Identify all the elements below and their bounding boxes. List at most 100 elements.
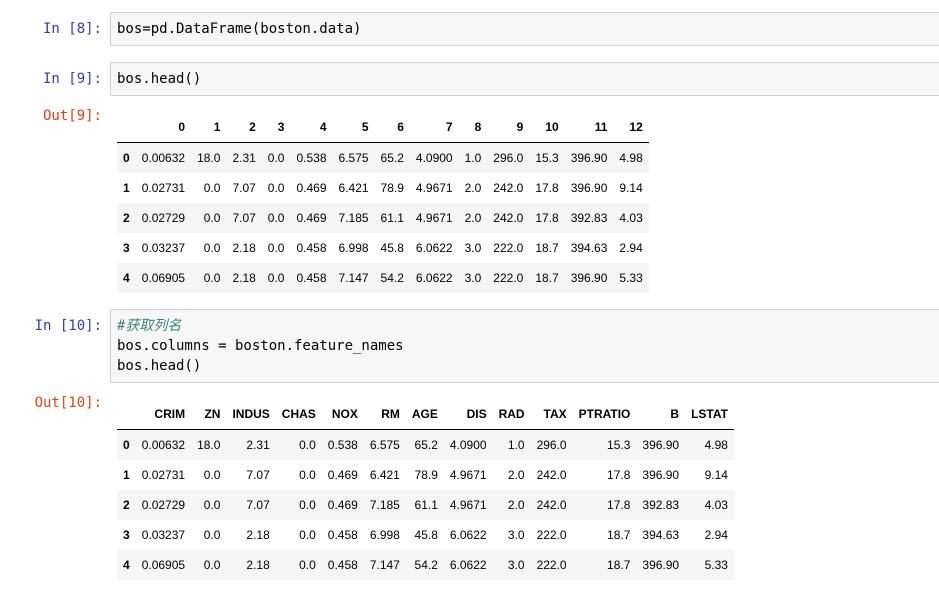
column-header: 4	[290, 112, 333, 143]
table-cell: 1.0	[464, 151, 482, 165]
column-header: 3	[261, 112, 291, 143]
table-row: 2 0.02729 0.0 7.07 0.0 0.469 7.185 61.1 4.9671 2.…	[117, 490, 734, 520]
table-cell: 242.0	[536, 498, 567, 512]
table-cell: 0.02729	[141, 211, 186, 225]
output-row: Out[9]: 0 1 2 3 4 5 6 7 8 9 10 11 12 0 0.00632 18.0 2.31 0…	[0, 102, 939, 293]
table-cell: 0.458	[327, 558, 358, 572]
table-cell: 394.63	[570, 241, 608, 255]
table-cell: 18.0	[197, 151, 221, 165]
table-cell: 222.0	[536, 528, 567, 542]
table-cell: 6.998	[338, 241, 369, 255]
table-cell: 2.18	[246, 558, 270, 572]
table-cell: 0.0	[299, 558, 316, 572]
table-cell: 0.0	[299, 468, 316, 482]
out-prompt: Out[9]:	[42, 108, 102, 124]
table-cell: 2.31	[232, 151, 256, 165]
table-cell: 2.0	[507, 498, 525, 512]
table-cell: 0.469	[296, 211, 327, 225]
column-header: RM	[363, 399, 406, 430]
table-cell: 2.0	[464, 181, 482, 195]
table-cell: 0.458	[327, 528, 358, 542]
code-input[interactable]: #获取列名 bos.columns = boston.feature_names b…	[110, 309, 939, 383]
table-cell: 0.0	[299, 498, 316, 512]
table-cell: 7.185	[369, 498, 400, 512]
table-row: 4 0.06905 0.0 2.18 0.0 0.458 7.147 54.2 6.0622 3.…	[117, 263, 649, 293]
table-cell: 296.0	[536, 438, 567, 452]
table-cell: 0.0	[267, 151, 285, 165]
table-cell: 2.0	[507, 468, 525, 482]
table-cell: 0.06905	[141, 558, 186, 572]
table-cell: 0.0	[203, 211, 221, 225]
table-cell: 0.458	[296, 241, 327, 255]
code-line: bos=pd.DataFrame(boston.data)	[117, 21, 362, 37]
column-header: CHAS	[275, 399, 322, 430]
table-cell: 2.18	[232, 271, 256, 285]
table-head: CRIM ZN INDUS CHAS NOX RM AGE DIS RAD TAX PTRATIO B…	[117, 399, 734, 430]
column-header: 0	[135, 112, 192, 143]
table-cell: 61.1	[380, 211, 404, 225]
table-cell: 4.03	[704, 498, 728, 512]
table-head: 0 1 2 3 4 5 6 7 8 9 10 11 12	[117, 112, 649, 143]
code-input[interactable]: bos.head()	[110, 62, 939, 96]
table-cell: 6.0622	[415, 241, 453, 255]
row-index: 1	[123, 181, 130, 195]
table-cell: 6.998	[369, 528, 400, 542]
out-prompt: Out[10]:	[34, 395, 102, 411]
index-header	[117, 112, 136, 143]
table-cell: 3.0	[507, 558, 525, 572]
table-cell: 6.421	[338, 181, 369, 195]
table-cell: 4.0900	[415, 151, 453, 165]
table-cell: 0.0	[203, 528, 221, 542]
column-header: 1	[191, 112, 227, 143]
table-cell: 54.2	[380, 271, 404, 285]
table-cell: 2.0	[464, 211, 482, 225]
table-cell: 222.0	[493, 271, 524, 285]
table-cell: 0.03237	[141, 528, 186, 542]
column-header: RAD	[492, 399, 531, 430]
table-body: 0 0.00632 18.0 2.31 0.0 0.538 6.575 65.2 4.0900 1…	[117, 142, 649, 293]
code-input[interactable]: bos=pd.DataFrame(boston.data)	[110, 12, 939, 46]
table-cell: 2.18	[246, 528, 270, 542]
column-header: 9	[487, 112, 530, 143]
table-cell: 0.0	[299, 438, 316, 452]
table-cell: 396.90	[570, 271, 608, 285]
table-cell: 396.90	[642, 468, 680, 482]
table-cell: 5.33	[619, 271, 643, 285]
cell: In [10]: #获取列名 bos.columns = boston.featur…	[0, 309, 939, 580]
table-cell: 0.469	[327, 468, 358, 482]
table-cell: 17.8	[607, 468, 631, 482]
table-cell: 65.2	[380, 151, 404, 165]
table-row: 1 0.02731 0.0 7.07 0.0 0.469 6.421 78.9 4.9671 2.…	[117, 460, 734, 490]
table-cell: 0.0	[203, 181, 221, 195]
table-cell: 18.7	[607, 558, 631, 572]
dataframe: CRIM ZN INDUS CHAS NOX RM AGE DIS RAD TAX PTRATIO B…	[117, 399, 734, 580]
table-cell: 0.469	[327, 498, 358, 512]
column-header: 2	[226, 112, 262, 143]
input-row: In [8]: bos=pd.DataFrame(boston.data)	[0, 12, 939, 46]
table-cell: 0.0	[203, 558, 221, 572]
table-cell: 396.90	[570, 151, 608, 165]
table-cell: 2.94	[619, 241, 643, 255]
row-index: 2	[123, 498, 130, 512]
table-cell: 18.7	[535, 241, 559, 255]
column-header: PTRATIO	[572, 399, 637, 430]
row-index: 0	[123, 438, 130, 452]
table-cell: 4.98	[704, 438, 728, 452]
table-row: 3 0.03237 0.0 2.18 0.0 0.458 6.998 45.8 6.0622 3.…	[117, 233, 649, 263]
table-cell: 0.0	[203, 468, 221, 482]
table-cell: 0.0	[299, 528, 316, 542]
table-cell: 6.0622	[415, 271, 453, 285]
table-cell: 5.33	[704, 558, 728, 572]
table-cell: 6.575	[338, 151, 369, 165]
column-header: 5	[332, 112, 375, 143]
table-cell: 0.0	[267, 241, 285, 255]
table-cell: 0.00632	[141, 438, 186, 452]
table-cell: 4.9671	[449, 498, 487, 512]
table-cell: 61.1	[414, 498, 438, 512]
table-cell: 0.538	[296, 151, 327, 165]
table-cell: 4.9671	[415, 181, 453, 195]
table-row: 0 0.00632 18.0 2.31 0.0 0.538 6.575 65.2 4.0900 1…	[117, 429, 734, 460]
column-header: AGE	[405, 399, 444, 430]
input-row: In [10]: #获取列名 bos.columns = boston.featur…	[0, 309, 939, 383]
column-header: DIS	[443, 399, 493, 430]
